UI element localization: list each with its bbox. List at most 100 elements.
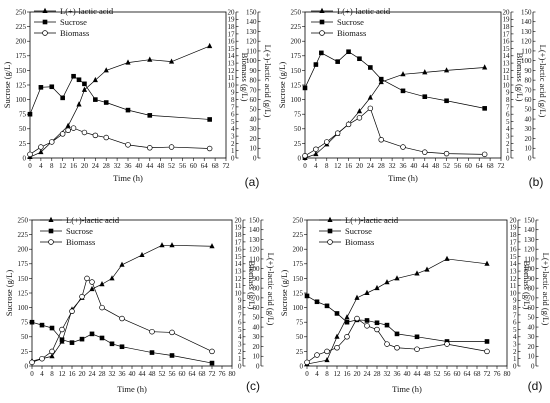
y-mid-tick-label: 13: [503, 60, 511, 68]
y-right-tick-label: 110: [524, 255, 535, 263]
y-mid-tick-label: 9: [231, 89, 235, 97]
x-tick-label: 0: [303, 162, 307, 170]
series-square: [302, 49, 487, 111]
data-point-circle: [70, 125, 77, 131]
y-right-tick-label: 70: [525, 86, 533, 94]
data-point-square: [400, 88, 406, 94]
x-tick-label: 40: [135, 162, 143, 170]
y-right-tick-label: 140: [249, 226, 260, 234]
y-left-tick-label: 0: [298, 154, 302, 162]
data-point-circle: [125, 142, 131, 148]
data-point-circle: [65, 127, 71, 134]
data-point-circle: [49, 139, 55, 145]
data-point-square: [394, 331, 400, 337]
data-point-circle: [38, 144, 44, 150]
y-right-tick-label: 120: [521, 38, 532, 46]
y-mid-tick-label: 12: [235, 275, 243, 283]
legend-marker-circle: [48, 239, 54, 245]
data-point-square: [103, 100, 109, 105]
data-point-square: [368, 65, 373, 70]
y-right-tick-label: 60: [528, 304, 536, 312]
data-point-circle: [414, 346, 420, 352]
data-point-triangle: [364, 289, 370, 295]
y-mid-tick-label: 18: [503, 23, 511, 31]
data-point-square: [384, 322, 390, 328]
y-right-tick-label: 50: [253, 314, 261, 322]
x-tick-label: 20: [81, 162, 89, 170]
data-point-triangle: [378, 78, 384, 85]
x-tick-label: 44: [414, 370, 422, 378]
legend-label: Biomass: [60, 28, 89, 38]
y-left-tick-label: 200: [293, 246, 304, 254]
data-point-triangle: [444, 255, 450, 261]
x-tick-label: 80: [229, 370, 237, 378]
data-point-circle: [81, 129, 88, 136]
y-mid-tick-label: 15: [510, 253, 518, 261]
data-point-triangle: [424, 266, 430, 272]
y-left-tick-label: 25: [296, 348, 304, 356]
data-point-triangle: [65, 122, 71, 128]
y-right-tick-label: 100: [246, 57, 257, 65]
y-left-tick-label: 225: [16, 23, 27, 31]
panel-c: 0 4 8 12 16 20 24 28 32 36 40 44 48 52 56 60 64 68 72 76 80T…: [4, 215, 276, 394]
data-point-triangle: [324, 356, 330, 363]
data-point-circle: [324, 348, 330, 355]
data-point-circle: [334, 130, 341, 136]
x-tick-label: 20: [79, 370, 87, 378]
y-mid-tick-label: 13: [235, 268, 243, 276]
data-point-square: [71, 73, 76, 79]
y-right-tick-label: 110: [521, 47, 532, 55]
y-mid-tick-label: 16: [228, 38, 236, 46]
y-mid-tick-label: 17: [510, 238, 518, 246]
y-mid-tick-label: 7: [513, 311, 517, 319]
x-tick-label: 8: [325, 162, 329, 170]
series-circle: [302, 105, 488, 159]
x-tick-label: 44: [421, 162, 429, 170]
data-point-triangle: [139, 251, 145, 258]
y-left-tick-label: 25: [294, 140, 302, 148]
x-tick-label: 80: [504, 370, 512, 378]
data-point-circle: [378, 137, 384, 143]
y-mid-tick-label: 2: [231, 140, 235, 148]
data-point-circle: [147, 145, 153, 151]
data-point-circle: [69, 308, 75, 314]
data-point-square: [82, 81, 87, 87]
y-mid-tick-label: 15: [503, 45, 511, 53]
y-left-tick-label: 200: [18, 246, 29, 254]
series-triangle: [27, 42, 213, 160]
x-tick-label: 12: [334, 370, 342, 378]
x-tick-label: 0: [28, 162, 32, 170]
y-left-tick-label: 125: [18, 289, 29, 297]
data-point-circle: [59, 131, 66, 137]
y-mid-tick-label: 15: [228, 45, 236, 53]
y-mid-tick-label: 0: [238, 362, 242, 370]
y-mid-tick-label: 11: [510, 282, 517, 290]
data-point-circle: [89, 279, 95, 285]
y-mid-axis-label: Biomass (g/L): [522, 261, 532, 310]
data-point-square: [335, 59, 340, 64]
data-point-triangle: [169, 242, 175, 248]
data-point-triangle: [482, 64, 488, 70]
legend-marker-circle: [327, 239, 333, 245]
y-mid-tick-label: 14: [228, 52, 236, 60]
x-tick-label: 36: [119, 370, 127, 378]
y-left-tick-label: 0: [300, 362, 304, 370]
x-tick-label: 64: [189, 370, 197, 378]
panel-label: (b): [529, 175, 544, 189]
x-tick-label: 72: [223, 162, 231, 170]
data-point-triangle: [367, 94, 373, 100]
y-left-tick-label: 125: [16, 81, 27, 89]
series-line-square: [29, 75, 210, 120]
y-mid-tick-label: 14: [503, 52, 511, 60]
y-right-tick-label: 130: [524, 236, 535, 244]
y-right-tick-label: 130: [521, 28, 532, 36]
x-tick-label: 64: [464, 370, 472, 378]
x-tick-label: 28: [99, 370, 107, 378]
y-mid-tick-label: 5: [238, 326, 242, 334]
y-right-tick-label: 140: [246, 18, 257, 26]
x-tick-label: 56: [454, 162, 462, 170]
data-point-triangle: [354, 294, 360, 300]
y-mid-axis-label: Biomass (g/L): [240, 53, 250, 102]
y-left-tick-label: 250: [16, 8, 27, 16]
y-left-axis-label: Sucrose (g/L): [4, 270, 14, 317]
